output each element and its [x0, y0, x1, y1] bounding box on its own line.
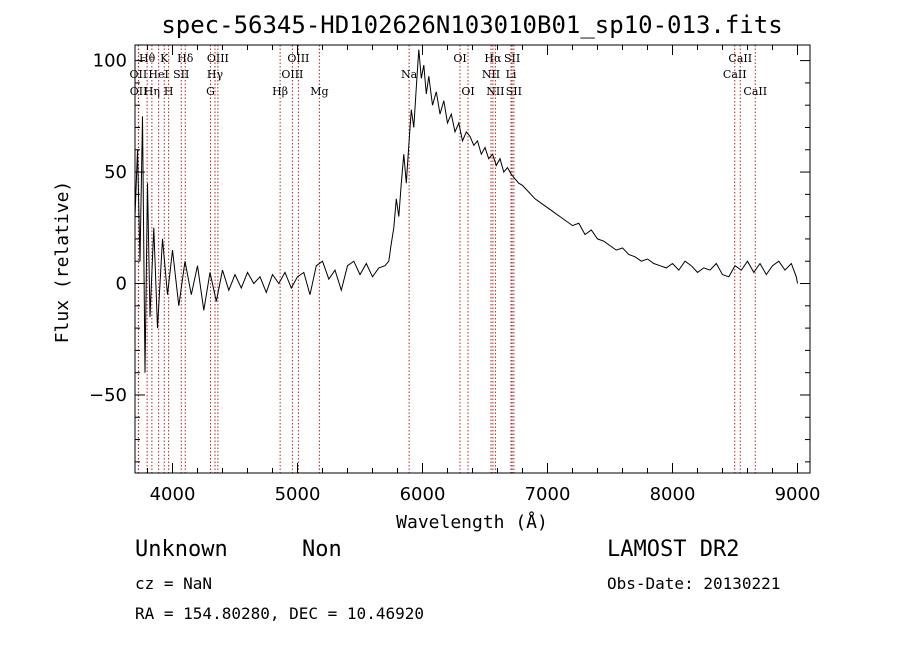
y-tick-label: 50	[104, 162, 127, 183]
survey-name: LAMOST DR2	[607, 537, 740, 562]
y-tick-label: 100	[93, 51, 127, 72]
spectral-line-label: HeI	[148, 68, 168, 81]
spectrum-chart: spec-56345-HD102626N103010B01_sp10-013.f…	[52, 11, 821, 533]
chart-title: spec-56345-HD102626N103010B01_sp10-013.f…	[161, 11, 782, 39]
spectral-line-label: CaII	[743, 85, 767, 98]
spectral-line-label: NII	[486, 85, 504, 98]
spectral-line-label: NII	[482, 68, 500, 81]
x-tick-label: 8000	[650, 484, 696, 505]
spectral-line-label: Li	[506, 68, 517, 81]
x-axis-ticks: 4000 5000 6000 7000 8000 9000	[147, 45, 821, 505]
spectral-line-markers	[137, 45, 756, 473]
spectral-line-label: H	[164, 85, 174, 98]
spectrum-series-line	[134, 49, 798, 373]
coordinates: RA = 154.80280, DEC = 10.46920	[135, 604, 424, 623]
spectral-line-label: K	[160, 52, 169, 65]
x-tick-label: 4000	[150, 484, 196, 505]
spectral-line-label: OIII	[207, 52, 229, 65]
y-axis-label: Flux (relative)	[52, 181, 73, 344]
spectral-line-label: OI	[453, 52, 466, 65]
spectral-line-label: CaII	[728, 52, 752, 65]
spectral-line-label: OII	[130, 85, 148, 98]
spectral-line-label: Hη	[144, 85, 160, 98]
x-tick-label: 9000	[775, 484, 821, 505]
spectral-line-label: OI	[461, 85, 474, 98]
spectral-line-label: OIII	[281, 68, 303, 81]
spectral-line-label: Hβ	[272, 85, 288, 98]
spectral-line-label: Hα	[484, 52, 502, 65]
observation-date: Obs-Date: 20130221	[607, 574, 781, 593]
x-axis-label: Wavelength (Å)	[396, 511, 548, 533]
spectral-line-label: SII	[504, 52, 520, 65]
spectral-line-label: SII	[173, 68, 189, 81]
y-tick-label: 0	[116, 274, 127, 295]
x-tick-label: 5000	[275, 484, 321, 505]
spectral-line-label: Hγ	[207, 68, 224, 81]
spectral-line-label: CaII	[723, 68, 747, 81]
object-class: Unknown	[135, 537, 228, 562]
redshift-cz: cz = NaN	[135, 574, 213, 593]
x-tick-label: 6000	[400, 484, 446, 505]
y-tick-label: −50	[89, 385, 127, 406]
spectral-line-label: SII	[506, 85, 522, 98]
spectral-line-label: Hθ	[139, 52, 156, 65]
x-tick-label: 7000	[525, 484, 571, 505]
spectral-line-labels: Hθ OII OII K HeI Hη H Hδ SII OIII Hγ G OIII OIII Hβ Mg N…	[130, 52, 768, 98]
spectral-line-label: OIII	[287, 52, 309, 65]
plot-frame	[134, 44, 811, 474]
spectral-line-label: Na	[401, 68, 418, 81]
spectral-line-label: G	[206, 85, 215, 98]
object-subclass: Non	[302, 537, 342, 562]
spectral-line-label: Mg	[310, 85, 328, 98]
spectral-line-label: OII	[130, 68, 148, 81]
y-axis-ticks: −50 0 50 100	[89, 51, 810, 463]
spectral-line-label: Hδ	[177, 52, 194, 65]
